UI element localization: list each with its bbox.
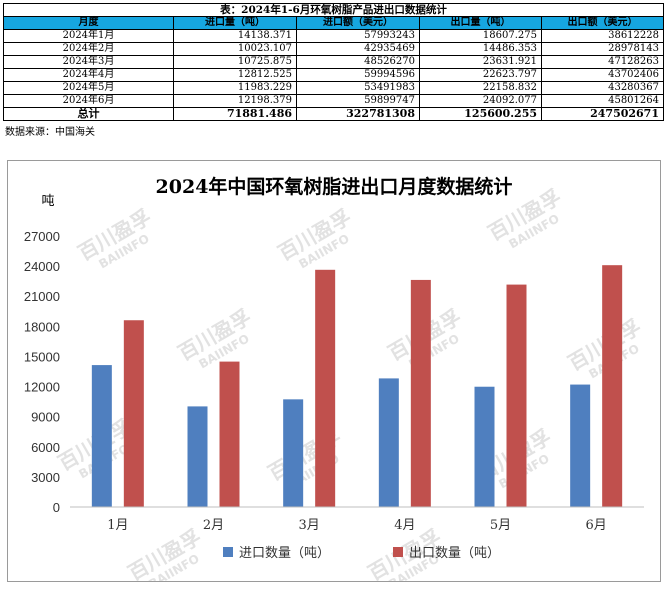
import-volume-bar — [570, 384, 591, 507]
y-tick-label: 24000 — [24, 259, 60, 274]
cell-month: 2024年5月 — [3, 81, 174, 95]
cell-import-value: 59899747 — [296, 94, 420, 108]
export-volume-bar — [315, 269, 336, 507]
y-tick-label: 27000 — [24, 229, 60, 244]
export-volume-bar — [123, 320, 144, 507]
export-volume-bar — [602, 265, 623, 507]
export-volume-bar — [506, 284, 527, 507]
cell-import-value: 59994596 — [296, 68, 420, 82]
x-tick-label: 6月 — [586, 518, 607, 533]
cell-month: 2024年1月 — [3, 29, 174, 43]
table-row: 2024年5月 11983.229 53491983 22158.832 432… — [3, 81, 664, 95]
cell-import-value: 48526270 — [296, 55, 420, 69]
y-tick-label: 18000 — [24, 319, 60, 334]
chart-panel: 百川盈孚 BAIINFO 百川盈孚 BAIINFO 百川盈孚 BAIINFO 百川盈孚 BAI… — [7, 160, 661, 582]
x-tick-label: 4月 — [394, 518, 415, 533]
cell-total-import-value: 322781308 — [296, 107, 420, 121]
table-row: 2024年3月 10725.875 48526270 23631.921 471… — [3, 55, 664, 69]
y-tick-label: 15000 — [24, 349, 60, 364]
cell-import-value: 57993243 — [296, 29, 420, 43]
legend-swatch — [223, 547, 233, 557]
cell-import-volume: 14138.371 — [173, 29, 297, 43]
cell-export-volume: 23631.921 — [419, 55, 542, 69]
header-export-value: 出口额（美元） — [541, 16, 664, 30]
bars — [91, 265, 623, 507]
cell-export-value: 45801264 — [541, 94, 664, 108]
data-table: 表：2024年1-6月环氧树脂产品进出口数据统计 月度 进口量（吨） 进口额（美… — [3, 3, 664, 121]
table-row: 2024年6月 12198.379 59899747 24092.077 458… — [3, 94, 664, 108]
cell-import-volume: 10023.107 — [173, 42, 297, 56]
cell-month: 2024年3月 — [3, 55, 174, 69]
cell-export-value: 43280367 — [541, 81, 664, 95]
header-month: 月度 — [3, 16, 174, 30]
header-import-value: 进口额（美元） — [296, 16, 420, 30]
cell-export-volume: 14486.353 — [419, 42, 542, 56]
x-tick-label: 1月 — [107, 518, 128, 533]
export-volume-bar — [219, 361, 240, 507]
legend-swatch — [393, 547, 403, 557]
cell-total-export-volume: 125600.255 — [419, 107, 542, 121]
cell-month: 2024年4月 — [3, 68, 174, 82]
cell-export-volume: 22623.797 — [419, 68, 542, 82]
header-import-volume: 进口量（吨） — [173, 16, 297, 30]
y-tick-label: 3000 — [31, 470, 60, 485]
x-tick-label: 2月 — [203, 518, 224, 533]
cell-total-export-value: 247502671 — [541, 107, 664, 121]
export-volume-bar — [410, 279, 431, 507]
y-axis-unit-label: 吨 — [41, 194, 54, 209]
legend: 进口数量（吨） 出口数量（吨） — [223, 546, 500, 561]
table-row: 2024年4月 12812.525 59994596 22623.797 437… — [3, 68, 664, 82]
cell-month: 2024年6月 — [3, 94, 174, 108]
cell-export-value: 47128263 — [541, 55, 664, 69]
cell-export-volume: 18607.275 — [419, 29, 542, 43]
legend-label: 出口数量（吨） — [409, 546, 500, 561]
cell-import-volume: 11983.229 — [173, 81, 297, 95]
cell-total-label: 总计 — [3, 107, 174, 121]
import-volume-bar — [378, 378, 399, 507]
cell-export-volume: 22158.832 — [419, 81, 542, 95]
data-source-note: 数据来源：中国海关 — [5, 127, 95, 138]
y-tick-label: 21000 — [24, 289, 60, 304]
table-caption: 表：2024年1-6月环氧树脂产品进出口数据统计 — [3, 3, 664, 17]
legend-label: 进口数量（吨） — [239, 546, 330, 561]
cell-export-value: 38612228 — [541, 29, 664, 43]
cell-export-value: 28978143 — [541, 42, 664, 56]
cell-import-volume: 12198.379 — [173, 94, 297, 108]
y-axis-ticks: 0 3000 6000 9000 12000 15000 18000 21000 24000 27… — [24, 229, 60, 515]
data-table-section: 表：2024年1-6月环氧树脂产品进出口数据统计 月度 进口量（吨） 进口额（美… — [3, 3, 664, 138]
table-total-row: 总计 71881.486 322781308 125600.255 247502… — [3, 107, 664, 121]
cell-import-volume: 10725.875 — [173, 55, 297, 69]
import-volume-bar — [283, 399, 304, 507]
cell-import-value: 42935469 — [296, 42, 420, 56]
x-tick-label: 5月 — [490, 518, 511, 533]
cell-total-import-volume: 71881.486 — [173, 107, 297, 121]
y-tick-label: 9000 — [31, 410, 60, 425]
y-tick-label: 0 — [53, 500, 60, 515]
y-tick-label: 12000 — [24, 380, 60, 395]
cell-import-volume: 12812.525 — [173, 68, 297, 82]
cell-export-volume: 24092.077 — [419, 94, 542, 108]
y-tick-label: 6000 — [31, 440, 60, 455]
import-volume-bar — [91, 365, 112, 507]
cell-import-value: 53491983 — [296, 81, 420, 95]
import-volume-bar — [474, 386, 495, 507]
cell-export-value: 43702406 — [541, 68, 664, 82]
x-tick-label: 3月 — [299, 518, 320, 533]
table-row: 2024年1月 14138.371 57993243 18607.275 386… — [3, 29, 664, 43]
table-row: 2024年2月 10023.107 42935469 14486.353 289… — [3, 42, 664, 56]
import-volume-bar — [187, 406, 208, 507]
cell-month: 2024年2月 — [3, 42, 174, 56]
x-axis-labels: 1月 2月 3月 4月 5月 6月 — [107, 518, 607, 533]
chart-title: 2024年中国环氧树脂进出口月度数据统计 — [156, 175, 513, 198]
header-export-volume: 出口量（吨） — [419, 16, 542, 30]
